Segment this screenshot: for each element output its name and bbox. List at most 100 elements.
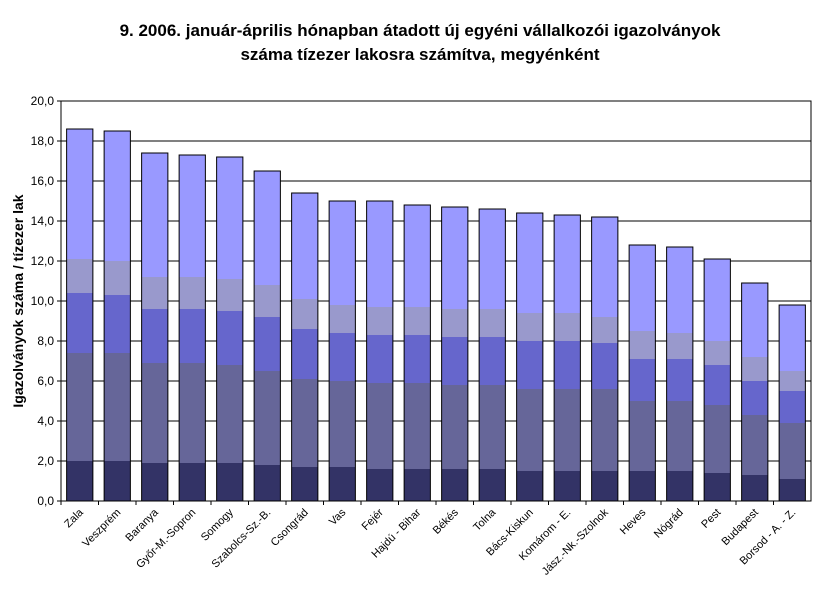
bar-segment <box>554 215 581 313</box>
bar-segment <box>666 401 693 471</box>
bar-segment <box>104 295 131 353</box>
bar-segment <box>66 259 93 293</box>
bar-segment <box>179 309 206 363</box>
bar-segment <box>254 171 281 285</box>
bar-segment <box>441 309 468 337</box>
y-tick-label: 12,0 <box>31 254 55 268</box>
bar-segment <box>291 193 318 299</box>
y-tick-label: 14,0 <box>31 214 55 228</box>
bar-segment <box>404 205 431 307</box>
chart-title-line-2: száma tízezer lakosra számítva, megyénké… <box>240 45 599 64</box>
y-tick-label: 8,0 <box>37 334 54 348</box>
y-tick-label: 0,0 <box>37 494 54 508</box>
bar-segment <box>366 201 393 307</box>
bar-segment <box>479 209 506 309</box>
x-tick-label: Tolna <box>471 506 499 534</box>
y-tick-label: 20,0 <box>31 94 55 108</box>
bar-segment <box>366 469 393 501</box>
bar-segment <box>779 305 806 371</box>
y-tick-label: 6,0 <box>37 374 54 388</box>
bar-segment <box>591 389 618 471</box>
bar-segment <box>629 245 656 331</box>
bar-segment <box>629 401 656 471</box>
bar-segment <box>216 279 243 311</box>
bar-segment <box>516 389 543 471</box>
bar-segment <box>104 461 131 501</box>
bar-segment <box>404 307 431 335</box>
y-tick-label: 18,0 <box>31 134 55 148</box>
bar-segment <box>66 129 93 259</box>
bar-segment <box>516 471 543 501</box>
bar-segment <box>329 333 356 381</box>
bar-segment <box>141 463 168 501</box>
bar-segment <box>554 341 581 389</box>
bar-segment <box>591 343 618 389</box>
bar-segment <box>366 307 393 335</box>
x-tick-label: Jász.-Nk.-Szolnok <box>540 506 612 578</box>
x-tick-label: Veszprém <box>80 507 123 550</box>
bar-segment <box>329 381 356 467</box>
bar-segment <box>104 131 131 261</box>
bar-segment <box>66 293 93 353</box>
y-tick-label: 2,0 <box>37 454 54 468</box>
bar-segment <box>366 383 393 469</box>
bar-segment <box>441 337 468 385</box>
bar-segment <box>666 247 693 333</box>
bar-segment <box>741 381 768 415</box>
bar-segment <box>66 461 93 501</box>
bar-segment <box>591 317 618 343</box>
bar-segment <box>666 471 693 501</box>
bar-segment <box>179 277 206 309</box>
bar-segment <box>479 385 506 469</box>
bar-segment <box>179 463 206 501</box>
bar-segment <box>779 371 806 391</box>
bar-segment <box>479 337 506 385</box>
bar-segment <box>404 469 431 501</box>
bar-segment <box>554 471 581 501</box>
bar-segment <box>254 465 281 501</box>
bar-segment <box>516 341 543 389</box>
bar-segment <box>741 357 768 381</box>
bar-segment <box>216 365 243 463</box>
x-tick-label: Zala <box>62 506 86 530</box>
bar-segment <box>554 313 581 341</box>
x-tick-label: Csongrád <box>269 507 311 549</box>
bar-segment <box>329 305 356 333</box>
bar-segment <box>704 259 731 341</box>
bar-segment <box>704 405 731 473</box>
bar-segment <box>291 379 318 467</box>
bar-segment <box>441 469 468 501</box>
x-tick-label: Baranya <box>123 506 161 544</box>
bar-segment <box>404 335 431 383</box>
x-tick-label: Somogy <box>199 506 236 543</box>
bar-segment <box>141 309 168 363</box>
bar-segment <box>779 423 806 479</box>
y-axis-label: Igazolványok száma / tízezer lak <box>10 194 26 407</box>
bar-segment <box>329 467 356 501</box>
bar-segment <box>704 473 731 501</box>
bar-segment <box>216 157 243 279</box>
x-tick-label: Fejér <box>360 506 386 532</box>
bar-segment <box>479 309 506 337</box>
axes <box>57 100 812 505</box>
bar-segment <box>291 467 318 501</box>
bar-segment <box>591 471 618 501</box>
bar-segment <box>141 363 168 463</box>
bar-segment <box>741 283 768 357</box>
bar-segment <box>779 391 806 423</box>
bar-segment <box>554 389 581 471</box>
bar-segment <box>329 201 356 305</box>
bar-segment <box>291 329 318 379</box>
bar-segment <box>779 479 806 501</box>
bar-segment <box>179 155 206 277</box>
bar-segment <box>441 207 468 309</box>
x-tick-label: Vas <box>327 506 349 528</box>
x-tick-label: Nógrád <box>652 507 686 541</box>
bar-segment <box>104 261 131 295</box>
chart-title-line-1: 9. 2006. január-április hónapban átadott… <box>120 21 721 40</box>
bar-segment <box>254 285 281 317</box>
y-tick-label: 4,0 <box>37 414 54 428</box>
bar-segment <box>179 363 206 463</box>
